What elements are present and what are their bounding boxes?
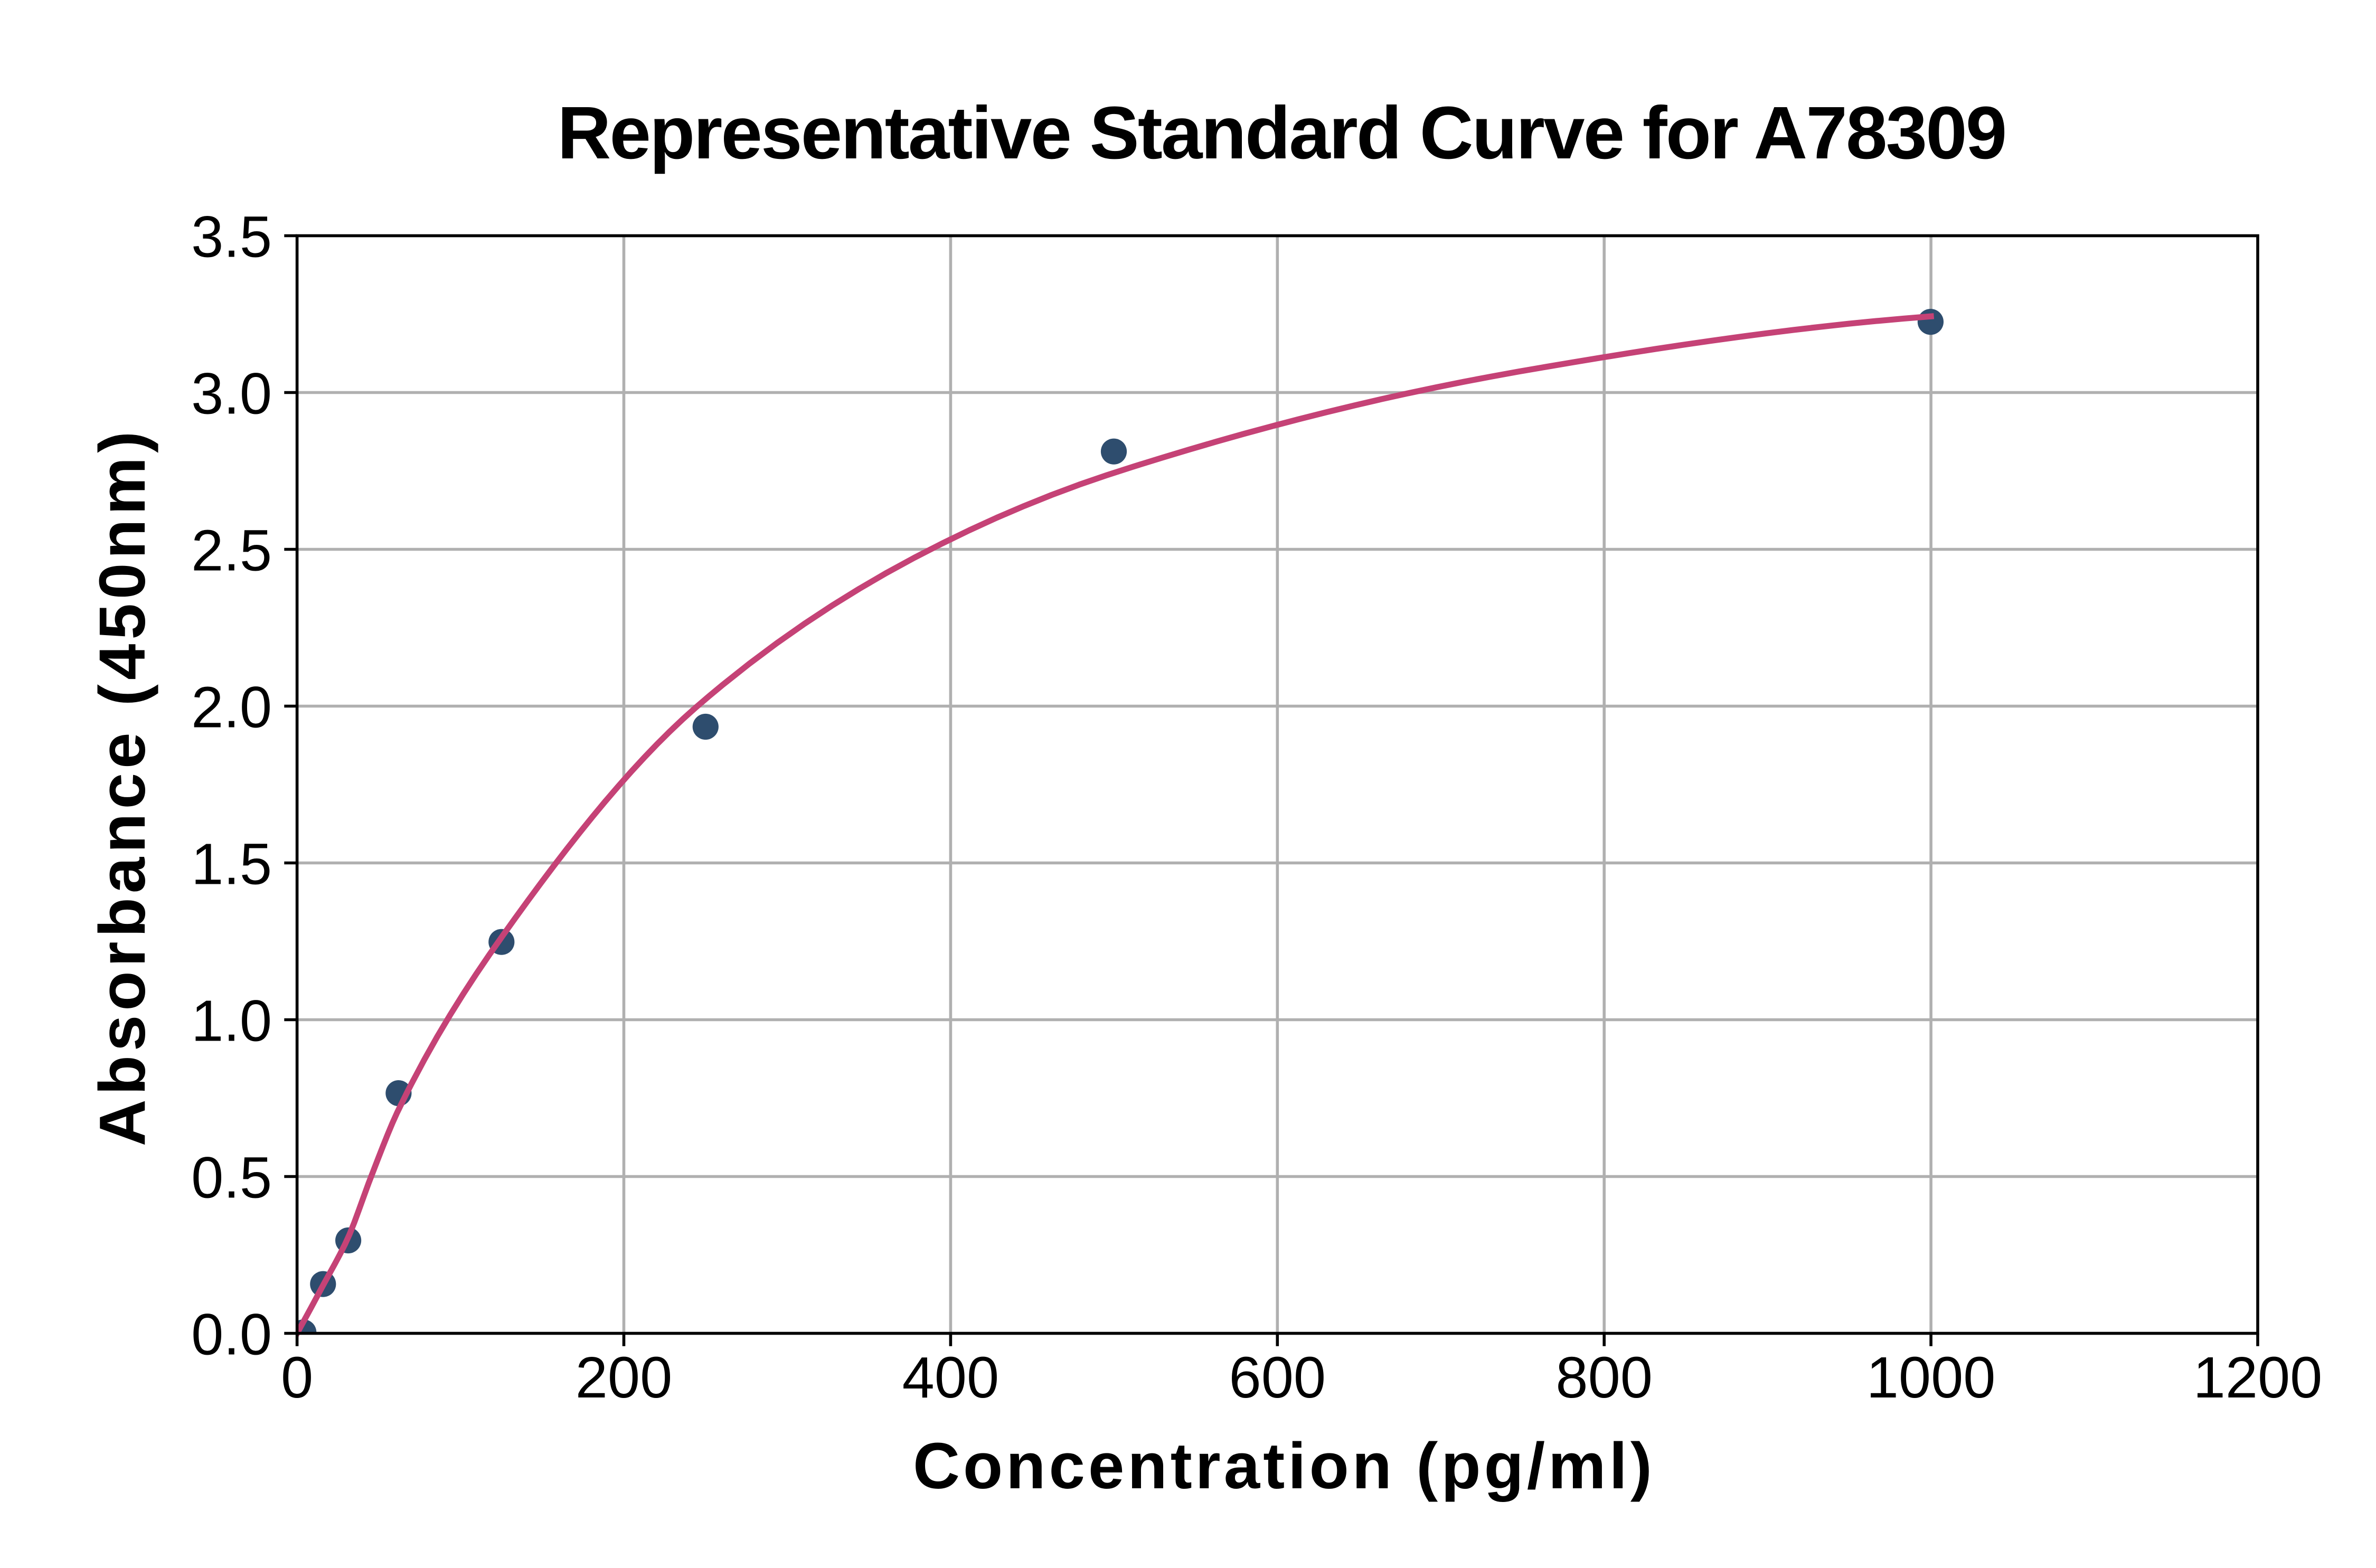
svg-text:1000: 1000	[1866, 1345, 1996, 1410]
svg-text:0: 0	[281, 1345, 313, 1410]
svg-text:Representative Standard Curve: Representative Standard Curve for A78309	[557, 91, 2005, 174]
svg-text:600: 600	[1229, 1345, 1326, 1410]
svg-text:400: 400	[902, 1345, 1000, 1410]
svg-text:Absorbance (450nm): Absorbance (450nm)	[87, 427, 159, 1146]
svg-text:200: 200	[576, 1345, 673, 1410]
svg-text:0.5: 0.5	[191, 1146, 272, 1211]
svg-text:1.5: 1.5	[191, 832, 272, 897]
svg-text:Concentration (pg/ml): Concentration (pg/ml)	[913, 1430, 1655, 1503]
svg-text:3.5: 3.5	[191, 205, 272, 270]
svg-text:0.0: 0.0	[191, 1302, 272, 1367]
svg-text:800: 800	[1555, 1345, 1653, 1410]
svg-text:1200: 1200	[2193, 1345, 2323, 1410]
svg-text:2.0: 2.0	[191, 675, 272, 740]
svg-text:2.5: 2.5	[191, 518, 272, 583]
svg-text:1.0: 1.0	[191, 989, 272, 1054]
svg-text:3.0: 3.0	[191, 362, 272, 427]
